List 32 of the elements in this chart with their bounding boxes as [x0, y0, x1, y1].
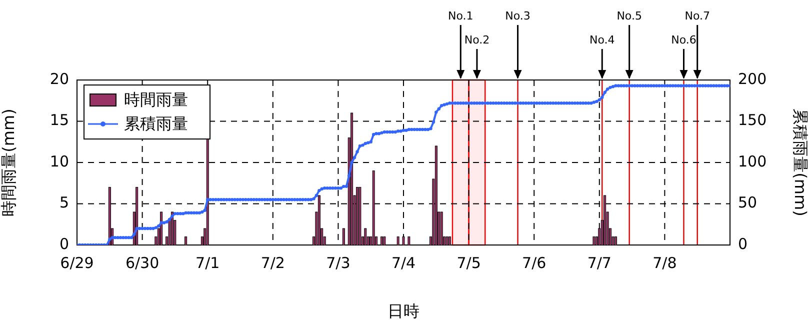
legend-label: 累積雨量	[124, 114, 188, 134]
y2-tick-label: 200	[738, 70, 767, 88]
x-axis-title: 日時	[388, 302, 420, 321]
legend-label: 時間雨量	[124, 90, 188, 110]
y2-tick-label: 150	[738, 111, 767, 130]
y-tick-label: 15	[50, 111, 69, 130]
x-tick-label: 7/3	[326, 254, 350, 272]
y2-tick-label: 50	[738, 194, 758, 212]
ref-line-label: No.7	[684, 9, 710, 22]
y-tick-label: 20	[50, 70, 69, 88]
y-tick-label: 10	[50, 152, 69, 170]
ref-line-label: No.5	[616, 9, 642, 22]
x-tick-label: 7/2	[260, 254, 285, 272]
ref-line-label: No.3	[505, 9, 530, 22]
y2-axis-title: 累積雨量(mm)	[791, 108, 809, 216]
y-tick-label: 5	[59, 194, 69, 212]
x-tick-label: 7/6	[522, 254, 546, 272]
y2-tick-label: 0	[738, 234, 748, 253]
band-label: No.1	[448, 9, 474, 22]
y2-tick-label: 100	[738, 152, 767, 170]
x-tick-label: 7/8	[652, 254, 677, 272]
x-tick-label: 6/29	[60, 254, 94, 272]
x-tick-label: 7/1	[196, 254, 220, 272]
ref-line-label: No.4	[589, 33, 615, 46]
y-tick-label: 0	[59, 234, 69, 253]
ref-line-label: No.6	[671, 33, 696, 46]
y-axis-title: 時間雨量(mm)	[0, 108, 18, 216]
band-label: No.2	[464, 33, 490, 46]
x-tick-label: 7/5	[456, 254, 481, 272]
x-tick-label: 7/7	[587, 254, 612, 272]
x-tick-label: 7/4	[391, 254, 416, 272]
x-tick-label: 6/30	[125, 254, 160, 272]
